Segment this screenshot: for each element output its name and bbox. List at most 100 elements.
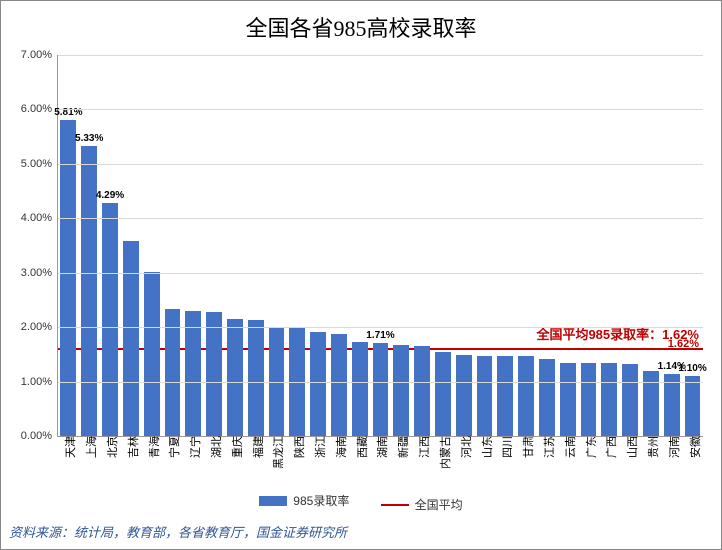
bar xyxy=(497,356,513,436)
bar xyxy=(601,363,617,436)
x-tick-label: 山东 xyxy=(475,436,495,458)
bar-slot: 1.14%河南 xyxy=(661,55,682,436)
bar-slot: 浙江 xyxy=(308,55,329,436)
bar xyxy=(60,120,76,436)
y-tick-label: 0.00% xyxy=(21,430,52,442)
x-tick-label: 海南 xyxy=(329,436,349,458)
bar-slot: 广东 xyxy=(578,55,599,436)
plot-area: 全国平均985录取率：1.62% 1.62% 5.81%天津5.33%上海4.2… xyxy=(57,55,703,437)
bar-slot: 湖北 xyxy=(204,55,225,436)
bar xyxy=(622,364,638,436)
bar xyxy=(560,363,576,436)
source-text: 资料来源：统计局，教育部，各省教育厅，国金证券研究所 xyxy=(9,522,347,541)
y-tick-label: 4.00% xyxy=(21,212,52,224)
bar-slot: 4.29%北京 xyxy=(100,55,121,436)
bar-slot: 重庆 xyxy=(224,55,245,436)
x-tick-label: 重庆 xyxy=(225,436,245,458)
bar xyxy=(165,309,181,436)
x-tick-label: 四川 xyxy=(495,436,515,458)
x-tick-label: 福建 xyxy=(246,436,266,458)
x-tick-label: 黑龙江 xyxy=(266,436,286,469)
bar-slot: 新疆 xyxy=(391,55,412,436)
x-tick-label: 湖北 xyxy=(204,436,224,458)
bar xyxy=(81,146,97,436)
bar-slot: 陕西 xyxy=(287,55,308,436)
bar xyxy=(685,376,701,436)
gridline xyxy=(58,218,703,219)
x-tick-label: 西藏 xyxy=(350,436,370,458)
x-tick-label: 新疆 xyxy=(391,436,411,458)
bar xyxy=(227,319,243,436)
x-tick-label: 吉林 xyxy=(121,436,141,458)
bar-slot: 5.33%上海 xyxy=(79,55,100,436)
bar-slot: 宁夏 xyxy=(162,55,183,436)
y-tick-label: 5.00% xyxy=(21,158,52,170)
chart-container: 全国各省985高校录取率 全国平均985录取率：1.62% 1.62% 5.81… xyxy=(0,0,722,550)
bar xyxy=(373,343,389,436)
legend-label: 985录取率 xyxy=(293,492,349,509)
bar xyxy=(102,203,118,436)
bar xyxy=(414,346,430,436)
source-body: 统计局，教育部，各省教育厅，国金证券研究所 xyxy=(74,525,347,540)
y-tick-label: 7.00% xyxy=(21,49,52,61)
x-tick-label: 宁夏 xyxy=(162,436,182,458)
gridline xyxy=(58,55,703,56)
x-tick-label: 河南 xyxy=(662,436,682,458)
bar-data-label: 1.10% xyxy=(678,363,706,374)
x-tick-label: 广东 xyxy=(579,436,599,458)
x-tick-label: 青海 xyxy=(142,436,162,458)
bar xyxy=(248,320,264,436)
bar xyxy=(581,363,597,436)
bar-slot: 广西 xyxy=(599,55,620,436)
bar-slot: 贵州 xyxy=(641,55,662,436)
bar-slot: 1.10%安徽 xyxy=(682,55,703,436)
bar xyxy=(144,272,160,436)
bar xyxy=(518,356,534,436)
bar-slot: 江西 xyxy=(412,55,433,436)
x-tick-label: 安徽 xyxy=(683,436,703,458)
x-tick-label: 天津 xyxy=(58,436,78,458)
bar-slot: 福建 xyxy=(245,55,266,436)
bar-slot: 5.81%天津 xyxy=(58,55,79,436)
x-tick-label: 河北 xyxy=(454,436,474,458)
x-tick-label: 陕西 xyxy=(287,436,307,458)
bar-slot: 江苏 xyxy=(537,55,558,436)
legend-item-bar: 985录取率 xyxy=(259,492,349,509)
legend: 985录取率 全国平均 xyxy=(1,492,721,513)
gridline xyxy=(58,273,703,274)
bar-slot: 1.71%湖南 xyxy=(370,55,391,436)
gridline xyxy=(58,164,703,165)
bar-slot: 辽宁 xyxy=(183,55,204,436)
x-tick-label: 浙江 xyxy=(308,436,328,458)
bar xyxy=(664,374,680,436)
y-tick-label: 2.00% xyxy=(21,321,52,333)
x-tick-label: 湖南 xyxy=(370,436,390,458)
bar xyxy=(435,352,451,436)
bar-slot: 黑龙江 xyxy=(266,55,287,436)
gridline xyxy=(58,327,703,328)
legend-label: 全国平均 xyxy=(415,496,463,513)
x-tick-label: 江苏 xyxy=(537,436,557,458)
x-tick-label: 山西 xyxy=(620,436,640,458)
bar-slot: 青海 xyxy=(141,55,162,436)
bar xyxy=(331,334,347,436)
x-tick-label: 广西 xyxy=(599,436,619,458)
bar xyxy=(185,311,201,436)
x-tick-label: 内蒙古 xyxy=(433,436,453,469)
bar xyxy=(310,332,326,436)
chart-title: 全国各省985高校录取率 xyxy=(1,1,721,47)
x-tick-label: 辽宁 xyxy=(183,436,203,458)
bar xyxy=(393,345,409,436)
bar-slot: 山西 xyxy=(620,55,641,436)
x-tick-label: 江西 xyxy=(412,436,432,458)
gridline xyxy=(58,382,703,383)
x-tick-label: 甘肃 xyxy=(516,436,536,458)
bar xyxy=(352,342,368,436)
y-tick-label: 1.00% xyxy=(21,376,52,388)
x-tick-label: 贵州 xyxy=(641,436,661,458)
y-tick-label: 6.00% xyxy=(21,103,52,115)
bar xyxy=(456,355,472,436)
bar-slot: 海南 xyxy=(328,55,349,436)
bar xyxy=(206,312,222,436)
x-tick-label: 云南 xyxy=(558,436,578,458)
